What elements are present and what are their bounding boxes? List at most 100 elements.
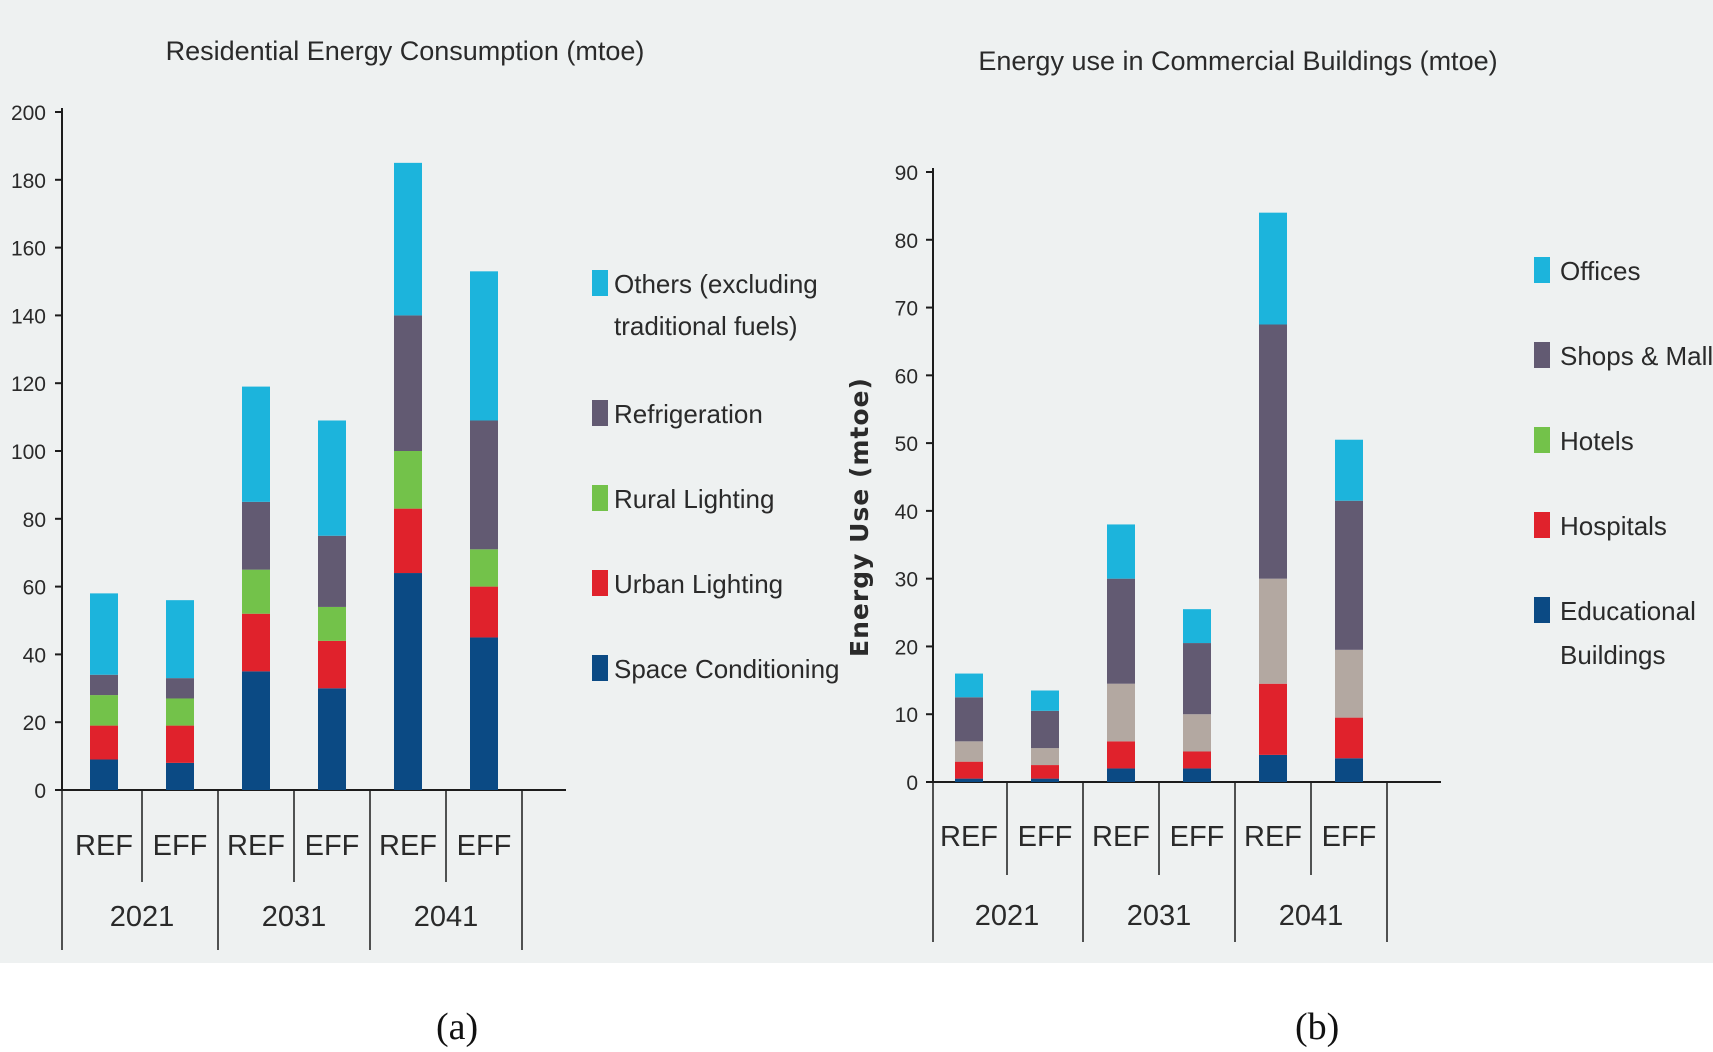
chart-0-category-label: EFF [305, 830, 360, 862]
chart-0-bar-segment [166, 678, 194, 699]
chart-1-legend-label: Offices [1560, 256, 1640, 286]
chart-1-y-tick-label: 40 [895, 501, 918, 524]
chart-1-bar-segment [1183, 751, 1211, 769]
chart-1-y-tick-label: 70 [895, 298, 918, 321]
chart-1-legend-label: Hospitals [1560, 511, 1667, 541]
chart-1-bar-segment [1259, 683, 1287, 755]
chart-1-category-label: REF [1092, 821, 1150, 853]
chart-1-bar-segment [1031, 690, 1059, 711]
figure-background [0, 0, 1713, 963]
chart-0-group-label: 2041 [414, 901, 479, 933]
chart-0-y-tick-label: 60 [23, 577, 46, 600]
chart-0-bar-segment [90, 695, 118, 726]
chart-0-legend-swatch [592, 655, 608, 681]
chart-0-category-label: REF [75, 830, 133, 862]
chart-1-bar-segment [1107, 768, 1135, 782]
chart-1-bar-segment [955, 697, 983, 742]
subfigure-label-a: (a) [436, 1006, 479, 1048]
chart-0-bar-segment [394, 162, 422, 316]
chart-1-bar-segment [1259, 578, 1287, 684]
chart-1-group-label: 2031 [1127, 900, 1192, 932]
chart-0-category-label: REF [227, 830, 285, 862]
chart-0-legend-label: Others (excluding [614, 269, 818, 299]
chart-0-bar-segment [166, 725, 194, 763]
chart-1-bar-segment [1107, 578, 1135, 684]
chart-1-category-label: REF [940, 821, 998, 853]
chart-1-legend-swatch [1534, 512, 1550, 538]
chart-1-bar-segment [1107, 683, 1135, 742]
chart-1-y-tick-label: 60 [895, 365, 918, 388]
chart-1-legend-label: Hotels [1560, 426, 1634, 456]
chart-0-bar-segment [90, 725, 118, 760]
chart-1-y-tick-label: 50 [895, 433, 918, 456]
chart-0-legend-swatch [592, 485, 608, 511]
chart-1-category-label: EFF [1170, 821, 1225, 853]
chart-0-bar-segment [318, 535, 346, 607]
chart-1-legend-swatch [1534, 342, 1550, 368]
chart-0-bar-segment [470, 586, 498, 638]
chart-0-bar-segment [166, 762, 194, 790]
chart-0-category-label: EFF [457, 830, 512, 862]
chart-0-legend-label: Space Conditioning [614, 654, 840, 684]
chart-0-bar-segment [394, 451, 422, 509]
chart-1-bar-segment [1335, 758, 1363, 782]
chart-1-bar-segment [1031, 778, 1059, 782]
chart-1-bar-segment [955, 761, 983, 779]
chart-1-y-tick-label: 30 [895, 569, 918, 592]
chart-1-legend-swatch [1534, 597, 1550, 623]
chart-0-bar-segment [470, 420, 498, 550]
chart-1-ylabel: Energy Use (mtoe) [845, 377, 874, 657]
chart-0-bar-segment [166, 698, 194, 726]
chart-1-y-tick-label: 20 [895, 636, 918, 659]
chart-0-y-tick-label: 200 [11, 102, 46, 125]
chart-0-bar-segment [242, 386, 270, 502]
chart-0-group-label: 2021 [110, 901, 175, 933]
chart-0-y-tick-label: 180 [11, 170, 46, 193]
chart-1-bar-segment [1183, 714, 1211, 752]
chart-0-legend-label: Urban Lighting [614, 569, 783, 599]
chart-0-bar-segment [90, 593, 118, 675]
chart-0-bar-segment [318, 606, 346, 641]
chart-1-legend-label: Educational [1560, 596, 1696, 626]
chart-1-bar-segment [955, 741, 983, 762]
chart-0-bar-segment [242, 501, 270, 570]
chart-1-bar-segment [1335, 717, 1363, 759]
chart-1-group-label: 2041 [1279, 900, 1344, 932]
chart-0-bar-segment [318, 420, 346, 536]
chart-0-bar-segment [318, 640, 346, 689]
subfigure-label-b: (b) [1295, 1006, 1340, 1048]
chart-0-bar-segment [470, 549, 498, 587]
chart-0-bar-segment [318, 688, 346, 790]
chart-1-y-tick-label: 10 [895, 704, 918, 727]
chart-1-legend-label: Shops & Malls [1560, 341, 1713, 371]
chart-1-y-tick-label: 90 [895, 162, 918, 185]
chart-0-category-label: EFF [153, 830, 208, 862]
chart-0-y-tick-label: 20 [23, 712, 46, 735]
chart-0-legend-swatch [592, 270, 608, 296]
chart-1-title: Energy use in Commercial Buildings (mtoe… [978, 46, 1497, 76]
chart-1-bar-segment [955, 673, 983, 698]
chart-0-bar-segment [470, 271, 498, 421]
chart-1-bar-segment [1031, 748, 1059, 766]
chart-1-bar-segment [1031, 765, 1059, 779]
chart-0-y-tick-label: 0 [34, 780, 46, 803]
chart-0-bar-segment [394, 573, 422, 790]
chart-1-legend-label: Buildings [1560, 640, 1666, 670]
chart-0-y-tick-label: 140 [11, 305, 46, 328]
chart-0-y-tick-label: 120 [11, 373, 46, 396]
chart-0-legend-label: Rural Lighting [614, 484, 774, 514]
chart-1-legend-swatch [1534, 427, 1550, 453]
chart-1-legend-swatch [1534, 257, 1550, 283]
chart-1-bar-segment [1107, 524, 1135, 579]
chart-0-legend-swatch [592, 570, 608, 596]
chart-0-legend-label: Refrigeration [614, 399, 763, 429]
chart-0-bar-segment [166, 600, 194, 679]
chart-1-category-label: EFF [1322, 821, 1377, 853]
chart-1-bar-segment [1031, 710, 1059, 749]
chart-1-y-tick-label: 0 [906, 772, 918, 795]
chart-0-bar-segment [242, 613, 270, 672]
chart-0-bar-segment [394, 315, 422, 451]
chart-0-legend-swatch [592, 400, 608, 426]
chart-0-bar-segment [242, 671, 270, 790]
chart-0-legend-label: traditional fuels) [614, 311, 798, 341]
